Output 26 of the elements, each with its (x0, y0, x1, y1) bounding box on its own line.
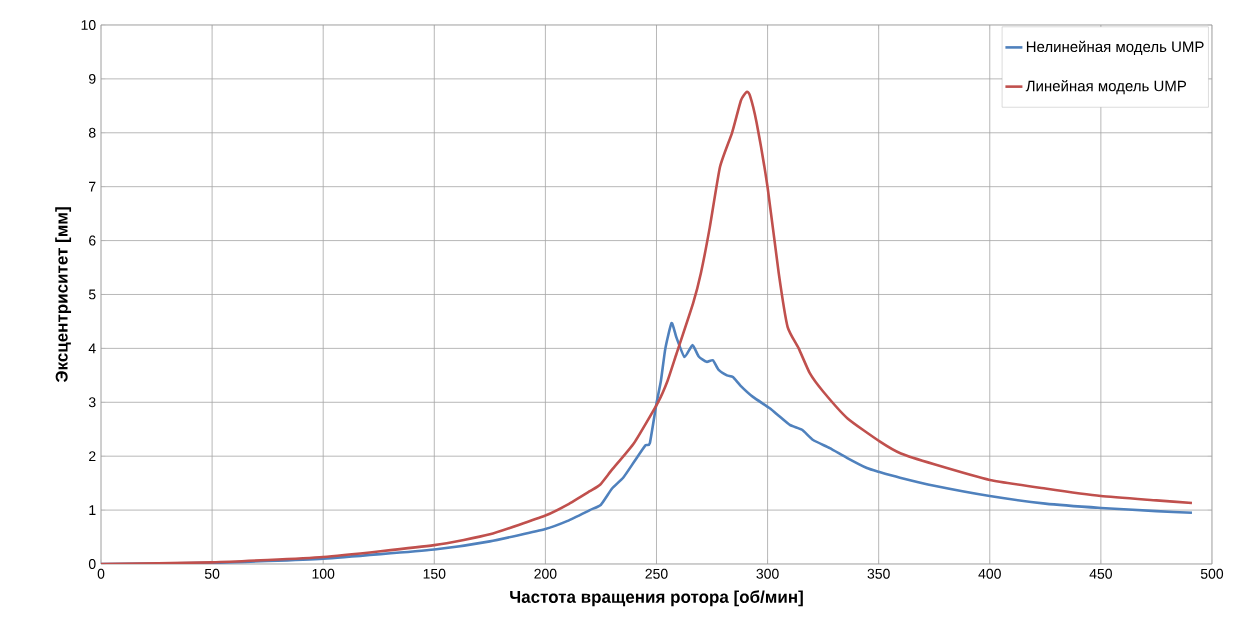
x-tick-label: 200 (534, 568, 557, 579)
x-tick-label: 400 (978, 568, 1001, 579)
y-tick-label: 0 (88, 559, 96, 569)
x-tick-label: 450 (1089, 568, 1112, 579)
x-axis-title: Частота вращения ротора [об/мин] (510, 590, 803, 607)
y-tick-label: 5 (88, 289, 96, 300)
y-tick-label: 6 (89, 235, 96, 246)
x-tick-label: 100 (312, 568, 335, 579)
y-axis-title: Эксцентриситет [мм] (55, 207, 72, 383)
y-tick-label: 4 (88, 343, 96, 354)
y-tick-label: 1 (89, 505, 96, 515)
legend-label: Линейная модель UMP (1025, 80, 1187, 95)
x-tick-label: 300 (756, 568, 779, 579)
x-tick-label: 250 (645, 568, 668, 579)
y-tick-label: 10 (81, 20, 96, 30)
x-tick-label: 0 (97, 568, 105, 579)
legend-label: Нелинейная модель UMP (1026, 40, 1204, 55)
y-tick-label: 9 (89, 73, 96, 84)
y-tick-label: 3 (88, 397, 96, 408)
y-tick-label: 2 (89, 451, 96, 462)
x-tick-label: 500 (1200, 568, 1224, 579)
x-tick-label: 150 (423, 568, 446, 579)
x-tick-label: 50 (204, 568, 220, 579)
y-tick-label: 7 (89, 181, 96, 192)
y-tick-label: 8 (88, 127, 96, 138)
x-tick-label: 350 (867, 568, 890, 579)
